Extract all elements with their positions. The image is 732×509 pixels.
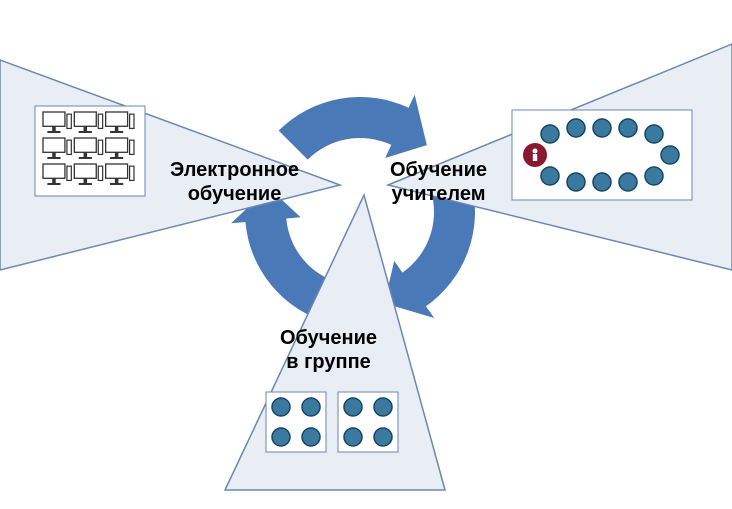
seat-icon bbox=[645, 125, 663, 143]
monitor-icon bbox=[43, 112, 65, 126]
person-dot-icon bbox=[272, 428, 290, 446]
seat-icon bbox=[645, 167, 663, 185]
bottom-label-line2: в группе bbox=[286, 351, 371, 373]
seat-icon bbox=[619, 119, 637, 137]
person-dot-icon bbox=[374, 398, 392, 416]
monitor-icon bbox=[74, 138, 96, 152]
monitor-icon bbox=[43, 164, 65, 178]
left-triangle-label: Электронное обучение bbox=[170, 158, 299, 206]
right-label-line1: Обучение bbox=[390, 159, 487, 181]
seat-icon bbox=[541, 167, 559, 185]
monitor-icon bbox=[74, 164, 96, 178]
seat-icon bbox=[661, 146, 679, 164]
cycle-arrow-icon bbox=[279, 95, 427, 160]
monitor-icon bbox=[106, 112, 128, 126]
monitors-grid-icon bbox=[35, 106, 145, 196]
seat-icon bbox=[593, 119, 611, 137]
monitor-icon bbox=[106, 164, 128, 178]
left-label-line2: обучение bbox=[188, 183, 282, 205]
person-dot-icon bbox=[344, 398, 362, 416]
seat-icon bbox=[619, 173, 637, 191]
left-label-line1: Электронное bbox=[170, 159, 299, 181]
seat-icon bbox=[567, 173, 585, 191]
person-dot-icon bbox=[374, 428, 392, 446]
monitor-icon bbox=[43, 138, 65, 152]
person-dot-icon bbox=[302, 398, 320, 416]
seat-icon bbox=[541, 125, 559, 143]
bottom-triangle-label: Обучение в группе bbox=[280, 326, 377, 374]
classroom-seating-icon bbox=[512, 110, 692, 200]
seat-icon bbox=[593, 173, 611, 191]
monitor-icon bbox=[106, 138, 128, 152]
diagram-canvas bbox=[0, 0, 732, 509]
person-dot-icon bbox=[344, 428, 362, 446]
seat-icon bbox=[567, 119, 585, 137]
monitor-icon bbox=[74, 112, 96, 126]
bottom-label-line1: Обучение bbox=[280, 327, 377, 349]
right-label-line2: учителем bbox=[391, 183, 485, 205]
person-dot-icon bbox=[272, 398, 290, 416]
right-triangle-label: Обучение учителем bbox=[390, 158, 487, 206]
person-dot-icon bbox=[302, 428, 320, 446]
